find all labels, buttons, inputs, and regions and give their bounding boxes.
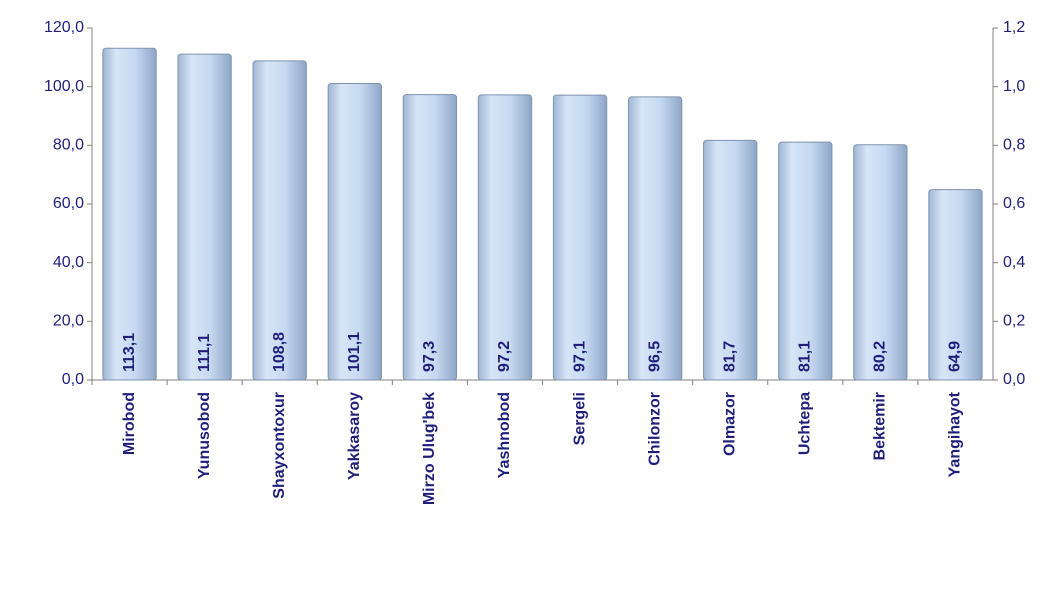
data-label: 97,3 [421, 341, 438, 372]
bar [778, 141, 833, 381]
y2-tick-label: 0,4 [1003, 254, 1025, 271]
x-tick-label: Yashnobod [496, 392, 513, 478]
x-tick-label: Bektemir [872, 392, 889, 460]
bar [703, 139, 758, 381]
bar [627, 96, 683, 381]
data-label: 64,9 [947, 341, 964, 372]
y2-tick-label: 1,0 [1003, 78, 1025, 95]
data-label: 101,1 [346, 332, 363, 372]
data-label: 96,5 [646, 341, 663, 372]
bar [853, 144, 908, 381]
y-tick-label: 60,0 [53, 195, 84, 212]
x-tick-label: Yakkasaroy [346, 392, 363, 480]
data-label: 80,2 [872, 341, 889, 372]
x-tick-label: Sergeli [571, 392, 588, 445]
x-tick-label: Mirzo Ulug'bek [421, 392, 438, 505]
y2-tick-label: 1,2 [1003, 19, 1025, 36]
x-tick-label: Olmazor [721, 392, 738, 456]
y2-tick-label: 0,2 [1003, 313, 1025, 330]
data-label: 97,1 [571, 341, 588, 372]
bar [402, 94, 458, 381]
x-tick-label: Mirobod [121, 392, 138, 455]
y2-tick-label: 0,6 [1003, 195, 1025, 212]
y-tick-label: 20,0 [53, 313, 84, 330]
y-tick-label: 40,0 [53, 254, 84, 271]
bar [477, 94, 533, 381]
x-tick-label: Chilonzor [646, 392, 663, 466]
data-label: 81,1 [797, 341, 814, 372]
y-tick-label: 100,0 [44, 78, 84, 95]
bar [327, 82, 382, 381]
data-label: 81,7 [721, 341, 738, 372]
bar [552, 94, 608, 381]
y-tick-label: 0,0 [62, 371, 84, 388]
bar [928, 189, 983, 381]
x-tick-label: Uchtepa [797, 392, 814, 455]
bar [252, 60, 307, 381]
y-tick-label: 120,0 [44, 19, 84, 36]
data-label: 111,1 [196, 334, 213, 372]
data-label: 108,8 [271, 332, 288, 372]
x-tick-label: Shayxontoxur [271, 392, 288, 499]
bar [102, 47, 157, 381]
bar [177, 53, 232, 381]
y2-tick-label: 0,0 [1003, 371, 1025, 388]
x-tick-label: Yunusobod [196, 392, 213, 479]
x-tick-label: Yangihayot [947, 391, 964, 477]
y-tick-label: 80,0 [53, 137, 84, 154]
y2-tick-label: 0,8 [1003, 137, 1025, 154]
data-label: 97,2 [496, 341, 513, 372]
data-label: 113,1 [121, 333, 138, 372]
